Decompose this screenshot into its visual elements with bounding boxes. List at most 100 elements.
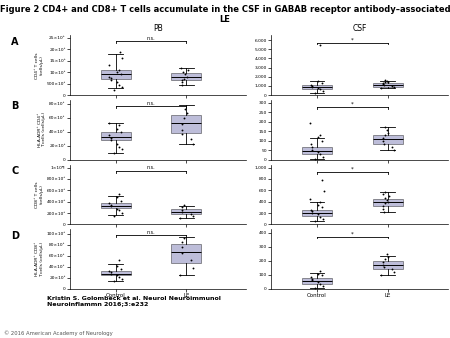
Point — [380, 262, 387, 268]
Point — [320, 188, 327, 193]
PathPatch shape — [373, 135, 403, 144]
Point — [118, 84, 126, 90]
Point — [309, 84, 316, 90]
Point — [178, 121, 185, 127]
Point — [389, 83, 396, 89]
Point — [110, 213, 117, 218]
Text: CSF: CSF — [352, 24, 367, 33]
Point — [381, 124, 388, 130]
Point — [391, 84, 398, 90]
Point — [180, 76, 187, 81]
Point — [384, 199, 392, 204]
Point — [178, 244, 185, 250]
Point — [315, 135, 322, 140]
Point — [377, 272, 384, 277]
PathPatch shape — [101, 70, 130, 79]
Text: B: B — [11, 101, 18, 111]
Point — [178, 208, 185, 213]
Point — [118, 146, 126, 152]
Point — [115, 258, 122, 263]
Point — [309, 147, 316, 152]
PathPatch shape — [101, 271, 130, 275]
Point — [187, 136, 194, 141]
Point — [312, 219, 319, 224]
Point — [179, 82, 186, 88]
Point — [309, 209, 316, 214]
Point — [380, 80, 387, 86]
Point — [113, 272, 121, 278]
Point — [115, 191, 122, 196]
Point — [309, 277, 316, 283]
PathPatch shape — [101, 203, 130, 209]
Point — [383, 127, 390, 132]
Point — [107, 75, 114, 80]
Point — [178, 77, 185, 83]
Point — [182, 106, 189, 111]
Point — [178, 65, 185, 70]
Point — [307, 207, 315, 212]
Point — [309, 83, 316, 89]
Point — [381, 196, 388, 201]
Point — [312, 90, 319, 95]
Point — [110, 150, 117, 155]
PathPatch shape — [101, 132, 130, 140]
Point — [106, 269, 113, 274]
Point — [316, 42, 324, 48]
Point — [381, 133, 388, 138]
Text: C: C — [11, 166, 18, 176]
Text: *: * — [351, 231, 354, 236]
Point — [380, 136, 387, 141]
Point — [118, 276, 126, 282]
PathPatch shape — [171, 73, 201, 80]
Point — [178, 205, 185, 210]
Point — [317, 214, 324, 219]
Point — [106, 200, 113, 206]
Point — [113, 263, 121, 268]
Point — [113, 69, 121, 75]
Point — [182, 72, 189, 77]
Point — [380, 210, 387, 215]
Point — [318, 177, 325, 182]
Point — [319, 272, 326, 278]
Point — [380, 81, 387, 87]
Point — [386, 193, 393, 199]
Point — [115, 208, 122, 213]
PathPatch shape — [373, 198, 403, 207]
Text: n.s.: n.s. — [147, 36, 155, 41]
Point — [389, 144, 396, 149]
Point — [381, 189, 388, 194]
Point — [315, 271, 322, 276]
Point — [312, 285, 319, 290]
Point — [115, 67, 122, 73]
Point — [320, 89, 327, 94]
Point — [105, 120, 112, 125]
Point — [384, 130, 392, 135]
Text: n.s.: n.s. — [147, 101, 155, 106]
Point — [379, 191, 386, 196]
Point — [380, 139, 387, 144]
Point — [380, 82, 387, 88]
Point — [391, 147, 398, 152]
Point — [183, 74, 190, 79]
Point — [189, 142, 197, 147]
Point — [307, 275, 315, 280]
Point — [176, 215, 183, 221]
Point — [117, 266, 125, 272]
Point — [320, 283, 327, 288]
Point — [317, 152, 324, 157]
Point — [380, 203, 387, 209]
Point — [316, 199, 324, 204]
Point — [189, 213, 197, 218]
Point — [380, 259, 387, 265]
Point — [315, 202, 322, 207]
Point — [316, 133, 324, 138]
PathPatch shape — [302, 147, 332, 154]
Point — [107, 270, 114, 275]
Point — [389, 267, 396, 272]
Point — [115, 82, 122, 88]
PathPatch shape — [171, 244, 201, 263]
Point — [178, 127, 185, 132]
Point — [309, 144, 316, 149]
Point — [187, 211, 194, 217]
Point — [117, 72, 125, 77]
